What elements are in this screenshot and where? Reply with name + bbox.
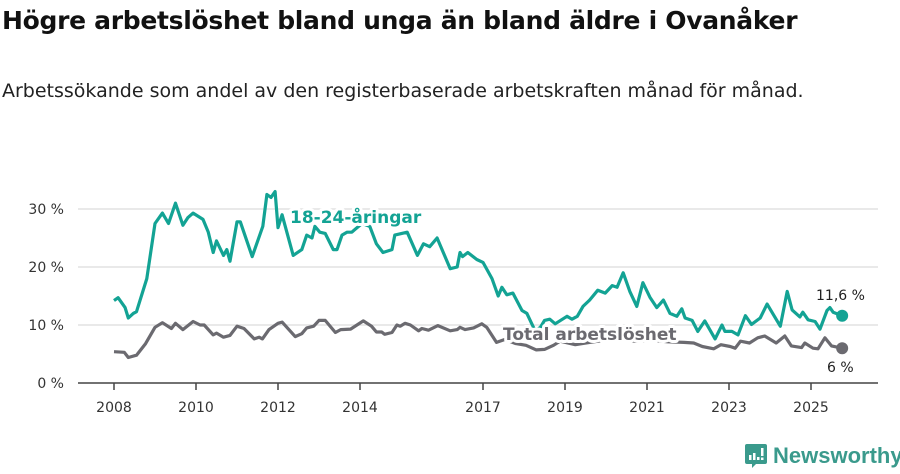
- newsworthy-logo-icon: [745, 444, 767, 468]
- end-label-youth: 11,6 %: [816, 288, 865, 304]
- series-line-youth: [113, 190, 843, 341]
- x-tick-label: 2014: [342, 400, 378, 416]
- chart-subtitle: Arbetssökande som andel av den registerb…: [2, 80, 804, 102]
- y-axis: 0 % 10 % 20 % 30 %: [28, 202, 64, 392]
- gridlines: [78, 208, 878, 326]
- x-tick-label: 2019: [547, 400, 583, 416]
- newsworthy-logo-text: Newsworthy: [773, 443, 900, 468]
- y-tick-label: 0 %: [37, 376, 64, 392]
- x-tick-label: 2025: [793, 400, 829, 416]
- series-labels: 18-24-åringar Total arbetslöshet 11,6 % …: [287, 203, 867, 378]
- end-label-total: 6 %: [827, 360, 854, 376]
- y-tick-label: 30 %: [28, 202, 64, 218]
- y-tick-label: 10 %: [28, 318, 64, 334]
- x-tick-label: 2023: [711, 400, 747, 416]
- end-point-marker: [836, 342, 849, 355]
- chart-title: Högre arbetslöshet bland unga än bland ä…: [2, 6, 798, 35]
- newsworthy-logo: Newsworthy: [745, 443, 900, 469]
- end-point-marker: [836, 309, 849, 322]
- x-tick-label: 2008: [96, 400, 132, 416]
- series-label-youth: 18-24-åringar: [290, 206, 422, 228]
- y-tick-label: 20 %: [28, 260, 64, 276]
- series-lines: [113, 190, 849, 360]
- x-tick-label: 2021: [629, 400, 665, 416]
- series-label-total: Total arbetslöshet: [503, 325, 677, 345]
- x-axis: 2008 2010 2012 2014 2017 2019 2021 2023 2025: [78, 382, 878, 416]
- series-line-total: [113, 318, 843, 360]
- x-tick-label: 2017: [465, 400, 501, 416]
- x-tick-label: 2010: [178, 400, 214, 416]
- x-tick-label: 2012: [260, 400, 296, 416]
